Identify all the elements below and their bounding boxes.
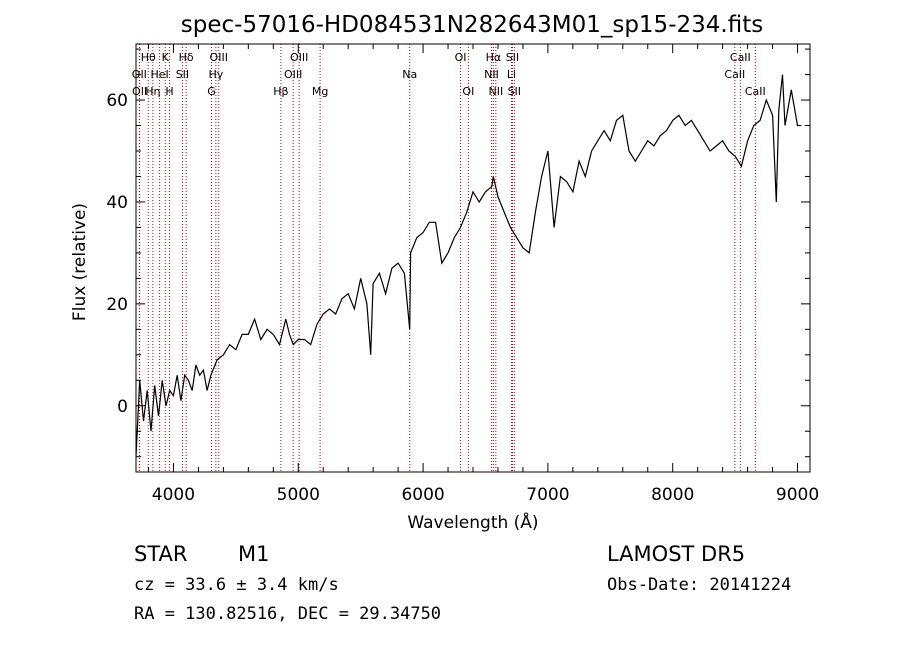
- line-marker-label: CaII: [745, 85, 766, 98]
- y-tick-label: 0: [117, 397, 128, 417]
- line-marker-label: G: [207, 85, 216, 98]
- y-tick-label: 40: [106, 193, 128, 213]
- x-tick-label: 5000: [277, 485, 320, 505]
- redshift-info: cz = 33.6 ± 3.4 km/s: [134, 575, 339, 595]
- line-marker-label: Li: [507, 68, 516, 81]
- x-tick-label: 7000: [526, 485, 569, 505]
- x-tick-label: 4000: [152, 485, 195, 505]
- line-marker-label: SII: [508, 85, 521, 98]
- line-marker-label: OIII: [210, 51, 228, 64]
- line-marker-label: OIII: [290, 51, 308, 64]
- chart-title: spec-57016-HD084531N282643M01_sp15-234.f…: [181, 12, 763, 38]
- survey-name: LAMOST DR5: [607, 542, 745, 566]
- line-marker-label: CaII: [724, 68, 745, 81]
- line-marker-label: OIII: [284, 68, 302, 81]
- line-marker-label: NII: [484, 68, 499, 81]
- line-marker-label: Na: [402, 68, 417, 81]
- y-axis: 0 20 40 60: [106, 48, 810, 458]
- y-tick-label: 20: [106, 295, 128, 315]
- x-tick-label: 9000: [776, 485, 819, 505]
- coordinates: RA = 130.82516, DEC = 29.34750: [134, 604, 441, 624]
- plot-frame: [135, 43, 811, 473]
- x-axis: 4000 5000 6000 7000 8000 9000: [147, 44, 819, 505]
- line-marker-label: Hθ: [141, 51, 156, 64]
- y-tick-label: 60: [106, 91, 128, 111]
- line-marker-label: OI: [455, 51, 467, 64]
- object-subclass: M1: [238, 542, 269, 566]
- observation-date: Obs-Date: 20141224: [607, 575, 791, 595]
- line-marker-label: SII: [506, 51, 519, 64]
- object-class: STAR: [134, 542, 187, 566]
- line-marker-label: Hγ: [208, 68, 223, 81]
- line-marker-label: OI: [462, 85, 474, 98]
- x-axis-label: Wavelength (Å): [407, 511, 538, 533]
- line-marker-label: SII: [176, 68, 189, 81]
- x-tick-label: 6000: [401, 485, 444, 505]
- y-axis-label: Flux (relative): [70, 203, 90, 321]
- line-marker-label: K: [162, 51, 170, 64]
- spectrum-line: [135, 74, 802, 457]
- line-marker-label: Hβ: [273, 85, 288, 98]
- line-marker-label: NII: [488, 85, 503, 98]
- line-marker-label: Mg: [312, 85, 328, 98]
- line-marker-label: Hδ: [179, 51, 194, 64]
- line-marker-label: CaII: [730, 51, 751, 64]
- line-marker-label: Hη: [145, 85, 160, 98]
- line-markers: [138, 44, 756, 472]
- line-marker-label: Hα: [486, 51, 502, 64]
- line-marker-label: H: [165, 85, 173, 98]
- line-marker-label: HeI: [150, 68, 168, 81]
- x-tick-label: 8000: [651, 485, 694, 505]
